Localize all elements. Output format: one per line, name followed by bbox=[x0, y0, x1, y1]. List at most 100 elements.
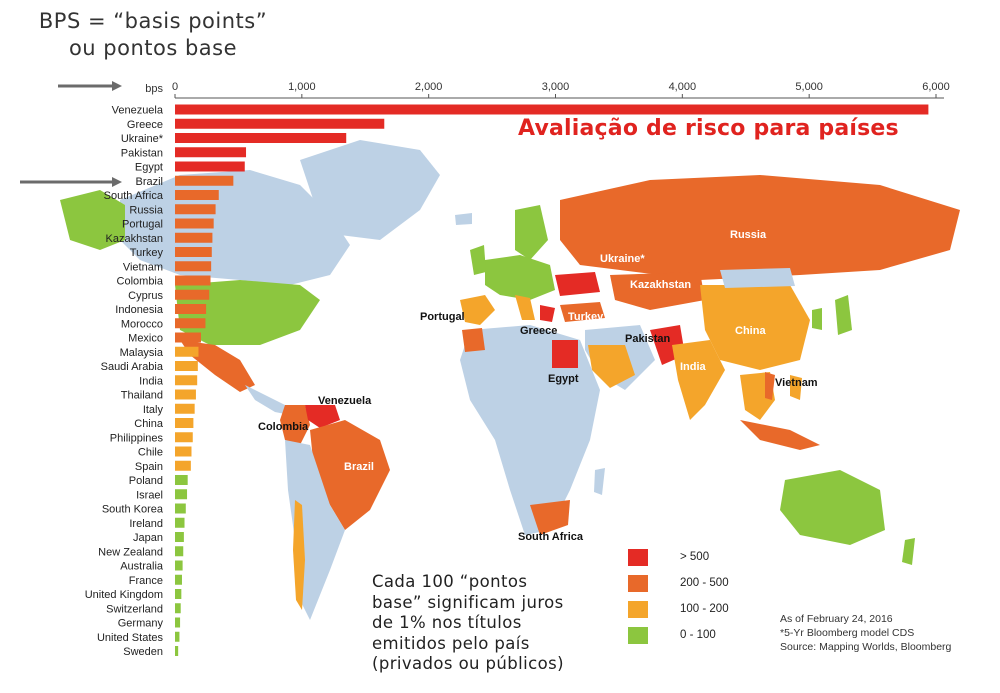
category-label: Saudi Arabia bbox=[101, 361, 164, 373]
x-tick-label: 2,000 bbox=[415, 81, 443, 93]
bar-chart: bps 0 1,000 2,000 3,000 4,000 5,000 6,000 Venezu… bbox=[85, 81, 950, 658]
map-region-russia bbox=[560, 175, 960, 280]
category-label: Ukraine* bbox=[121, 133, 164, 145]
map-region-mongolia bbox=[720, 268, 795, 288]
bar-kazakhstan bbox=[175, 232, 213, 243]
map-label: Greece bbox=[520, 325, 557, 337]
legend-swatch bbox=[628, 575, 648, 592]
category-label: Colombia bbox=[117, 276, 164, 288]
map-region-australia bbox=[780, 470, 885, 545]
bar-australia bbox=[175, 560, 183, 571]
bar-france bbox=[175, 574, 182, 585]
legend-swatch bbox=[628, 601, 648, 618]
category-label: Japan bbox=[133, 532, 163, 544]
interest-note-line: (privados ou públicos) bbox=[372, 654, 564, 673]
x-tick-label: 5,000 bbox=[795, 81, 823, 93]
map-region-venezuela bbox=[305, 405, 340, 428]
bar-switzerland bbox=[175, 603, 181, 614]
map-region-europe-west bbox=[485, 255, 555, 300]
bar-ireland bbox=[175, 517, 185, 528]
bar-cyprus bbox=[175, 289, 210, 300]
map-region-usa bbox=[175, 280, 320, 345]
map-region-morocco bbox=[462, 328, 485, 352]
category-label: Germany bbox=[118, 618, 164, 630]
map-region-brazil bbox=[310, 420, 390, 530]
bar-pakistan bbox=[175, 147, 247, 158]
bar-ukraine bbox=[175, 133, 347, 143]
map-region-vietnam bbox=[765, 372, 775, 400]
category-label: China bbox=[134, 418, 164, 430]
bar-turkey bbox=[175, 247, 212, 257]
map-region-madagascar bbox=[594, 468, 605, 495]
map-region-new-zealand bbox=[902, 538, 915, 565]
map-region-mexico bbox=[180, 340, 255, 392]
category-label: Kazakhstan bbox=[106, 233, 163, 245]
map-label: Pakistan bbox=[625, 333, 671, 345]
category-label: South Korea bbox=[102, 504, 164, 516]
bar-india bbox=[175, 375, 198, 386]
map-region-indonesia bbox=[740, 420, 820, 450]
category-label: Philippines bbox=[110, 432, 164, 444]
category-label: Portugal bbox=[122, 219, 163, 231]
map-label: Portugal bbox=[420, 311, 465, 323]
bar-south-africa bbox=[175, 190, 219, 200]
interest-note-line: Cada 100 “pontos bbox=[372, 572, 528, 591]
map-label: India bbox=[680, 361, 707, 373]
category-label: Russia bbox=[129, 204, 164, 216]
category-label: Switzerland bbox=[106, 603, 163, 615]
map-region-egypt bbox=[552, 340, 578, 368]
map-label: Russia bbox=[730, 229, 767, 241]
legend-swatch bbox=[628, 549, 648, 566]
bar-brazil bbox=[175, 175, 234, 186]
legend-swatch bbox=[628, 627, 648, 644]
x-tick-label: 6,000 bbox=[922, 81, 950, 93]
category-label: Spain bbox=[135, 461, 163, 473]
map-label: Kazakhstan bbox=[630, 279, 691, 291]
category-label: Venezuela bbox=[112, 105, 164, 117]
map-region-india bbox=[672, 340, 725, 420]
bar-united-states bbox=[175, 631, 180, 642]
category-label: Ireland bbox=[129, 518, 163, 530]
source-line: *5-Yr Bloomberg model CDS bbox=[780, 627, 915, 639]
map-labels: Russia Ukraine* Kazakhstan Portugal Greece Tu… bbox=[258, 229, 818, 543]
map-region-central-america bbox=[245, 385, 290, 415]
category-label: Chile bbox=[138, 447, 163, 459]
map-label: Vietnam bbox=[775, 377, 818, 389]
map-label: Ukraine* bbox=[600, 253, 645, 265]
category-label: Poland bbox=[129, 475, 163, 487]
bps-definition-note: BPS = “basis points” ou pontos base bbox=[28, 8, 278, 62]
map-region-korea bbox=[812, 308, 822, 330]
bar-united-kingdom bbox=[175, 589, 182, 599]
bar-morocco bbox=[175, 318, 206, 329]
bar-poland bbox=[175, 475, 188, 485]
map-label: Venezuela bbox=[318, 395, 372, 407]
map-label: Colombia bbox=[258, 421, 309, 433]
x-tick-label: 3,000 bbox=[542, 81, 570, 93]
category-label: United States bbox=[97, 632, 164, 644]
bar-germany bbox=[175, 617, 181, 628]
map-region-south-africa bbox=[530, 500, 570, 535]
map-region-colombia bbox=[280, 405, 310, 445]
bar-saudi-arabia bbox=[175, 361, 198, 371]
bar-indonesia bbox=[175, 304, 207, 314]
category-label: France bbox=[129, 575, 163, 587]
brazil-arrow-head bbox=[112, 177, 122, 187]
bar-egypt bbox=[175, 161, 245, 172]
map-region-iberia bbox=[460, 295, 495, 325]
category-label: Sweden bbox=[123, 646, 163, 658]
interest-note-line: de 1% nos títulos bbox=[372, 613, 522, 632]
source-line: As of February 24, 2016 bbox=[780, 613, 893, 625]
map-region-alaska bbox=[60, 190, 125, 250]
category-label: Brazil bbox=[135, 176, 163, 188]
bps-arrow-head bbox=[112, 81, 122, 91]
chart-title: Avaliação de risco para países bbox=[518, 116, 899, 141]
bar-south-korea bbox=[175, 503, 186, 514]
map-region-turkey bbox=[560, 302, 605, 322]
category-label: Israel bbox=[136, 489, 163, 501]
bar-chile bbox=[175, 446, 192, 457]
category-label: Pakistan bbox=[121, 147, 163, 159]
bar-italy bbox=[175, 403, 195, 414]
map-region-philippines bbox=[790, 375, 802, 400]
legend-label: > 500 bbox=[680, 551, 710, 563]
